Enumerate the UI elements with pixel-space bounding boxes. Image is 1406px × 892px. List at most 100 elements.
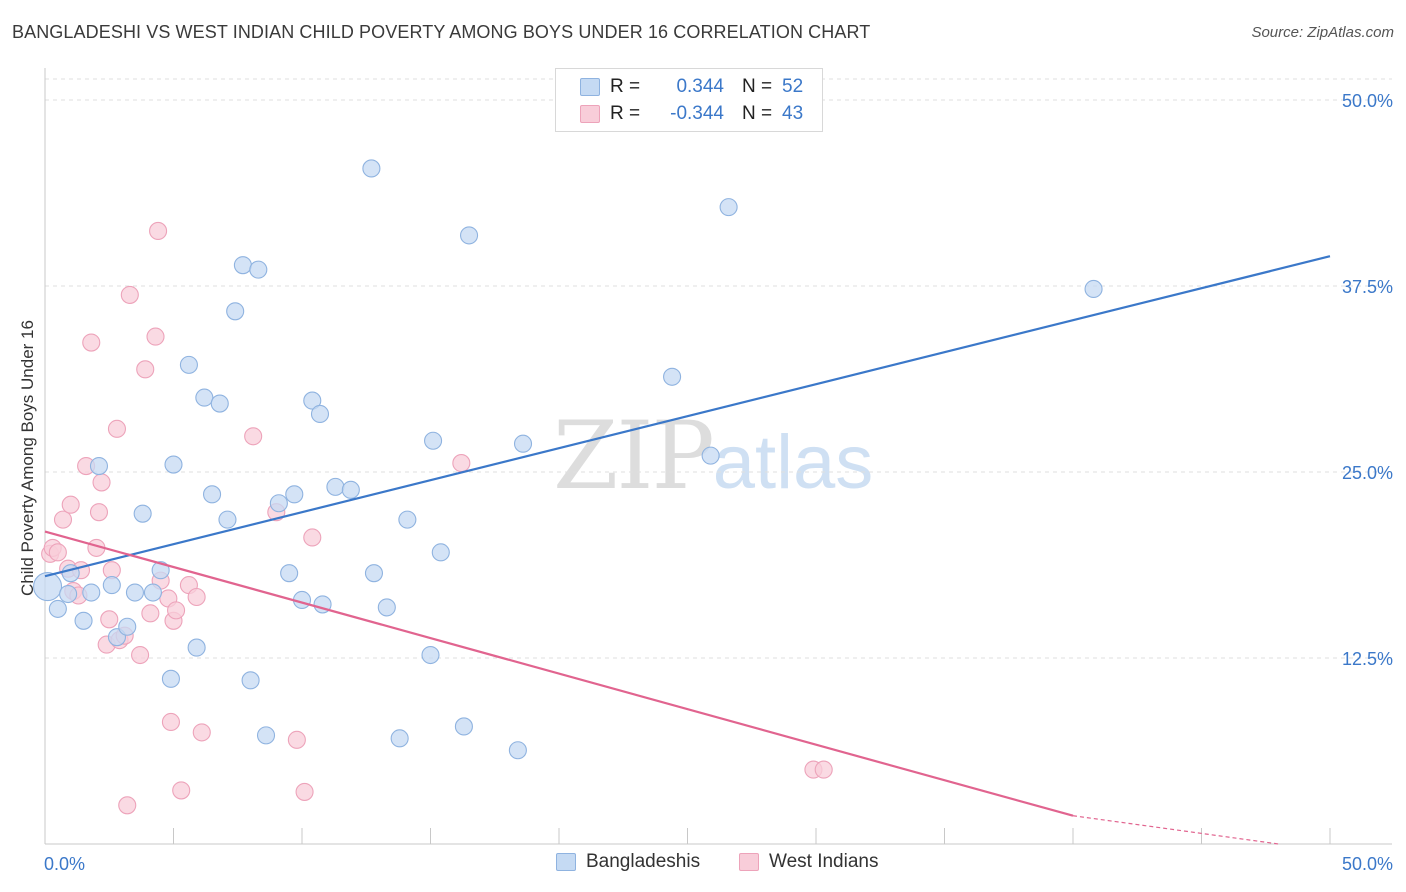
bangladeshis-point <box>285 485 304 504</box>
west-indians-point <box>244 427 263 446</box>
west-indians-point <box>131 645 150 665</box>
legend-n-label: N = <box>742 103 773 124</box>
legend-r-value: 0.344 <box>676 76 724 97</box>
bottom-legend-label: West Indians <box>769 851 879 872</box>
bangladeshis-point <box>218 510 237 529</box>
west-indians-point <box>452 454 471 473</box>
west-indians-point <box>48 543 67 562</box>
bangladeshis-point <box>1084 279 1103 299</box>
y-tick-label: 12.5% <box>1342 649 1393 669</box>
west-indians-trend-extension <box>1072 815 1279 845</box>
bangladeshis-point <box>102 576 121 595</box>
bangladeshis-point <box>179 355 198 374</box>
bangladeshis-point <box>326 477 345 496</box>
west-indians-point <box>89 503 109 522</box>
y-tick-label: 50.0% <box>1342 91 1393 111</box>
bangladeshis-point <box>310 404 330 424</box>
y-tick-label: 25.0% <box>1342 463 1393 483</box>
west-indians-point <box>136 360 155 379</box>
west-indians-point <box>92 473 111 492</box>
west-indians-point <box>141 604 160 623</box>
y-axis-label: Child Poverty Among Boys Under 16 <box>18 320 37 596</box>
bangladeshis-point <box>233 256 252 275</box>
chart-title: BANGLADESHI VS WEST INDIAN CHILD POVERTY… <box>12 22 871 42</box>
bangladeshis-point <box>74 611 93 630</box>
legend-n-value: 43 <box>782 103 804 124</box>
west-indians-point <box>149 221 168 240</box>
west-indians-point <box>287 730 306 749</box>
bangladeshis-point <box>59 584 78 604</box>
legend-row-bangladeshis: R = 0.344 N = 52 <box>580 75 803 99</box>
correlation-legend: R = 0.344 N = 52 R = -0.344 N = 43 <box>555 68 823 132</box>
x-tick-label: 0.0% <box>44 854 85 874</box>
bangladeshis-point <box>390 729 409 748</box>
bangladeshis-point <box>133 504 152 523</box>
bangladeshis-point <box>364 564 384 583</box>
bangladeshis-point <box>125 583 144 602</box>
bangladeshis-point <box>459 226 479 245</box>
legend-r-label: R = <box>610 103 641 124</box>
bangladeshis-point <box>431 543 450 562</box>
legend-row-west-indians: R = -0.344 N = 43 <box>580 102 803 126</box>
west-indians-point <box>146 327 165 346</box>
legend-r-value: -0.344 <box>670 103 724 124</box>
bangladeshis-point <box>303 391 322 410</box>
y-tick-label: 37.5% <box>1342 277 1393 297</box>
bangladeshis-point <box>48 599 67 618</box>
bangladeshis-point <box>341 480 360 499</box>
west-indians-point <box>61 495 80 514</box>
legend-n-label: N = <box>742 76 773 97</box>
bangladeshis-point <box>82 583 101 602</box>
bangladeshis-point <box>118 617 137 636</box>
pink-swatch <box>580 105 600 123</box>
bangladeshis-point <box>203 485 222 504</box>
west-indians-point <box>118 796 137 815</box>
blue-swatch <box>580 78 600 96</box>
bangladeshis-point <box>454 717 473 736</box>
bangladeshis-point <box>663 367 682 386</box>
west-indians-point <box>100 610 119 629</box>
bangladeshis-point <box>33 572 63 602</box>
zipatlas-watermark: ZIPatlas <box>553 402 873 511</box>
legend-r-label: R = <box>610 76 641 97</box>
legend-n-value: 52 <box>782 76 804 97</box>
west-indians-point <box>120 285 139 304</box>
bangladeshis-point <box>719 198 738 217</box>
bangladeshis-point <box>280 564 299 583</box>
west-indians-point <box>303 528 322 547</box>
source-credit: Source: ZipAtlas.com <box>1251 24 1394 41</box>
west-indians-point <box>187 587 206 607</box>
bangladeshis-point <box>398 510 417 529</box>
west-indians-point <box>295 782 314 801</box>
west-indians-trend-line <box>44 530 1074 817</box>
west-indians-point <box>172 781 191 800</box>
bangladeshis-point <box>143 583 162 602</box>
west-indians-point <box>161 712 180 732</box>
bangladeshis-point <box>89 456 109 476</box>
bangladeshis-point <box>421 645 440 665</box>
west-indians-point <box>82 333 101 352</box>
bangladeshis-point <box>513 434 533 453</box>
watermark-atlas: atlas <box>712 420 874 505</box>
x-tick-label: 50.0% <box>1342 854 1393 874</box>
bangladeshis-trend-line <box>44 255 1331 578</box>
west-indians-point <box>107 419 127 438</box>
bangladeshis-point <box>701 446 720 465</box>
bangladeshis-point <box>377 598 396 617</box>
bangladeshis-point <box>249 260 268 279</box>
bangladeshis-point <box>151 561 170 580</box>
bangladeshis-point <box>210 394 229 413</box>
bangladeshis-point <box>241 671 260 690</box>
bangladeshis-point <box>424 431 443 450</box>
bottom-legend-label: Bangladeshis <box>586 851 701 872</box>
watermark-zip: ZIP <box>553 402 715 511</box>
bangladeshis-point <box>256 726 276 745</box>
bangladeshis-point <box>269 494 288 513</box>
bottom-legend-west-indians: West Indians <box>739 851 878 873</box>
bottom-legend-bangladeshis: Bangladeshis <box>556 851 700 873</box>
bangladeshis-point <box>187 638 206 657</box>
blue-swatch <box>556 853 576 871</box>
bangladeshis-point <box>161 669 180 688</box>
bangladeshis-point <box>508 741 527 760</box>
